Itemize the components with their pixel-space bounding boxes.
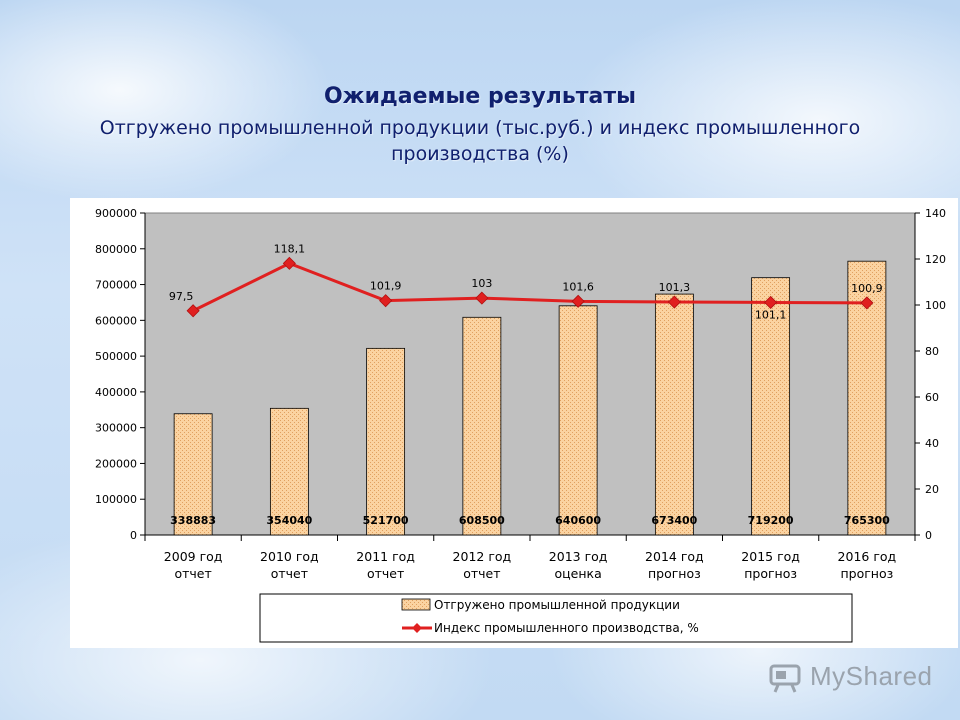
- index-value-label: 101,1: [755, 308, 787, 321]
- index-marker: [282, 256, 296, 270]
- index-marker: [764, 295, 778, 310]
- x-category-label: прогноз: [648, 566, 701, 581]
- projector-icon: [769, 664, 801, 693]
- x-category-label: 2014 год: [645, 549, 704, 564]
- watermark-text: MyShared: [810, 660, 933, 691]
- bar-value-label: 640600: [555, 514, 601, 527]
- index-marker: [860, 296, 874, 310]
- x-category-label: 2015 год: [741, 549, 800, 564]
- x-category-label: оценка: [555, 566, 602, 581]
- bar-value-label: 719200: [748, 514, 794, 527]
- y-right-tick-label: 100: [925, 299, 946, 312]
- y-left-tick-label: 600000: [95, 314, 137, 327]
- y-left-tick-label: 700000: [95, 279, 137, 292]
- legend-bar-swatch: [401, 598, 431, 611]
- bar-value-label: 521700: [363, 514, 409, 527]
- y-right-tick-label: 0: [925, 529, 932, 542]
- y-left-tick-label: 800000: [95, 243, 137, 256]
- index-line: [192, 261, 867, 313]
- chart-subtitle: Отгружено промышленной продукции (тыс.ру…: [99, 117, 861, 165]
- y-right-tick-label: 40: [925, 437, 939, 450]
- x-category-label: 2011 год: [356, 549, 415, 564]
- y-right-tick-label: 140: [925, 207, 946, 220]
- bar: [654, 293, 694, 536]
- y-left-tick-label: 200000: [95, 457, 137, 470]
- y-left-tick-label: 400000: [95, 386, 137, 399]
- plot-area: [144, 212, 916, 536]
- x-category-label: 2012 год: [453, 549, 512, 564]
- bar-value-label: 765300: [844, 514, 890, 527]
- index-marker: [667, 295, 681, 309]
- legend-box: [259, 593, 853, 643]
- y-right-tick-label: 20: [925, 483, 939, 496]
- x-category-label: прогноз: [744, 566, 797, 581]
- x-category-label: 2016 год: [838, 549, 897, 564]
- bar: [558, 305, 598, 536]
- y-right-tick-label: 120: [925, 253, 946, 266]
- bar-value-label: 608500: [459, 514, 505, 527]
- index-value-label: 118,1: [274, 242, 306, 255]
- index-value-label: 101,9: [370, 280, 402, 293]
- x-category-label: отчет: [367, 566, 404, 581]
- index-marker: [571, 294, 585, 308]
- x-category-label: прогноз: [840, 566, 893, 581]
- index-value-label: 97,5: [169, 290, 194, 303]
- index-value-label: 101,3: [659, 281, 691, 294]
- y-right-tick-label: 60: [925, 391, 939, 404]
- x-category-label: отчет: [463, 566, 500, 581]
- chart-title: Ожидаемые результаты: [323, 84, 637, 109]
- y-right-tick-label: 80: [925, 345, 939, 358]
- x-category-label: 2009 год: [164, 549, 223, 564]
- bar: [269, 407, 309, 536]
- x-category-label: 2010 год: [260, 549, 319, 564]
- bar: [366, 347, 406, 536]
- legend-bar-label: Отгружено промышленной продукции: [434, 598, 680, 612]
- y-left-tick-label: 100000: [95, 493, 137, 506]
- index-value-label: 101,6: [562, 280, 594, 293]
- y-left-tick-label: 500000: [95, 350, 137, 363]
- index-marker: [379, 294, 393, 308]
- index-value-label: 100,9: [851, 282, 883, 295]
- y-left-tick-label: 300000: [95, 422, 137, 435]
- y-left-tick-label: 900000: [95, 207, 137, 220]
- bar: [462, 316, 502, 536]
- x-category-label: отчет: [174, 566, 211, 581]
- title-block: Ожидаемые результаты Отгружено промышлен…: [0, 84, 960, 167]
- bar-value-label: 338883: [170, 514, 216, 527]
- legend-line-label: Индекс промышленного производства, %: [434, 621, 699, 635]
- bar-value-label: 673400: [651, 514, 697, 527]
- x-category-label: 2013 год: [549, 549, 608, 564]
- bar-value-label: 354040: [266, 514, 312, 527]
- bar: [751, 277, 791, 536]
- y-left-tick-label: 0: [130, 529, 137, 542]
- index-marker: [475, 291, 489, 305]
- index-marker: [186, 304, 200, 318]
- bar: [173, 413, 213, 536]
- index-value-label: 103: [471, 277, 492, 290]
- x-category-label: отчет: [271, 566, 308, 581]
- legend-line-marker: [412, 623, 422, 633]
- watermark: MyShared: [768, 656, 933, 696]
